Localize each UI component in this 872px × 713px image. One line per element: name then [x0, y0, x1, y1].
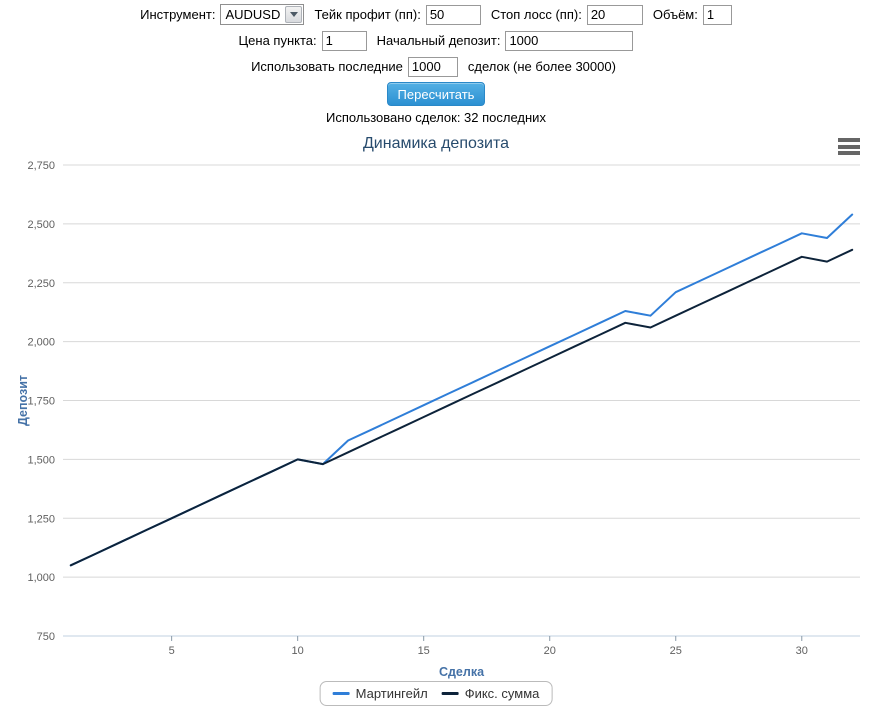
series-line-1[interactable] [69, 248, 854, 567]
series-line-0[interactable] [69, 213, 854, 567]
legend-label: Мартингейл [355, 686, 428, 701]
form-row-2: Цена пункта: Начальный депозит: [0, 30, 872, 51]
form-row-1: Инструмент: AUDUSD Тейк профит (пп): Сто… [0, 4, 872, 25]
x-tick-label: 20 [544, 645, 556, 657]
take-profit-label: Тейк профит (пп): [314, 7, 421, 22]
point-price-label: Цена пункта: [238, 33, 317, 48]
recalculate-button[interactable]: Пересчитать [387, 82, 485, 106]
instrument-select[interactable]: AUDUSD [220, 4, 305, 25]
volume-label: Объём: [652, 7, 698, 22]
y-tick-label: 1,000 [27, 572, 55, 584]
x-axis-title: Сделка [439, 665, 485, 679]
initial-deposit-label: Начальный депозит: [376, 33, 501, 48]
y-tick-label: 2,750 [27, 160, 55, 172]
stop-loss-label: Стоп лосс (пп): [490, 7, 582, 22]
point-price-input[interactable] [321, 30, 367, 51]
stop-loss-input[interactable] [586, 4, 643, 25]
legend-item[interactable]: Фикс. сумма [441, 686, 540, 701]
volume-input[interactable] [702, 4, 732, 25]
y-tick-label: 1,500 [27, 454, 55, 466]
legend-label: Фикс. сумма [464, 686, 540, 701]
instrument-label: Инструмент: [140, 7, 216, 22]
chevron-down-icon[interactable] [285, 6, 303, 23]
x-tick-label: 30 [796, 645, 808, 657]
legend-line-sample [332, 692, 350, 695]
legend-item[interactable]: Мартингейл [332, 686, 428, 701]
chart-legend: Мартингейл Фикс. сумма [319, 681, 553, 706]
initial-deposit-input[interactable] [505, 30, 634, 51]
legend-line-sample [441, 692, 459, 695]
y-tick-label: 750 [37, 631, 55, 643]
x-tick-label: 10 [292, 645, 304, 657]
chart-menu-button[interactable] [837, 137, 861, 157]
form-row-3: Использовать последние сделок (не более … [0, 56, 872, 77]
calculator-form: Инструмент: AUDUSD Тейк профит (пп): Сто… [0, 0, 872, 127]
y-tick-label: 1,250 [27, 513, 55, 525]
x-tick-label: 15 [418, 645, 430, 657]
y-axis-title: Депозит [16, 375, 30, 426]
deposit-dynamics-chart: Динамика депозита 750 1,000 1,250 1,500 1,75… [0, 129, 872, 712]
instrument-select-value: AUDUSD [225, 7, 281, 22]
chart-title: Динамика депозита [362, 135, 510, 152]
hamburger-icon [838, 138, 860, 142]
x-tick-label: 25 [670, 645, 682, 657]
y-tick-label: 2,500 [27, 219, 55, 231]
y-tick-label: 2,250 [27, 278, 55, 290]
use-last-label: Использовать последние [251, 59, 403, 74]
chart-plot-area: 750 1,000 1,250 1,500 1,750 2,000 2,250 2,500 2,… [16, 160, 860, 679]
y-tick-label: 1,750 [27, 396, 55, 408]
x-tick-label: 5 [169, 645, 175, 657]
use-last-input[interactable] [407, 56, 458, 77]
take-profit-input[interactable] [425, 4, 481, 25]
use-last-suffix: сделок (не более 30000) [467, 59, 616, 74]
y-tick-label: 2,000 [27, 337, 55, 349]
trades-used-status: Использовано сделок: 32 последних [326, 110, 546, 125]
